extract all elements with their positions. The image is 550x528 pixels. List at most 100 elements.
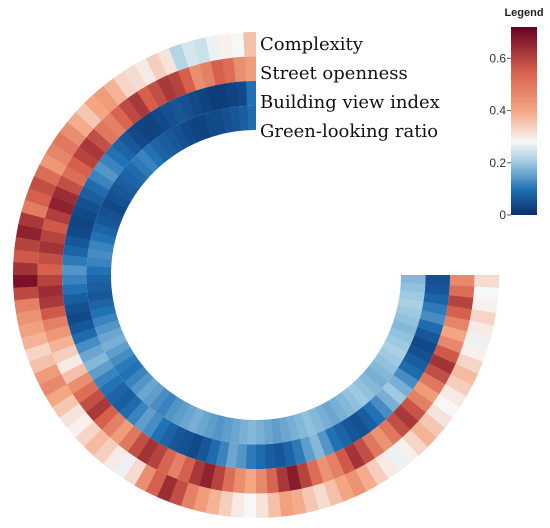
heatmap-cell-green-looking-ratio-23	[94, 214, 121, 231]
heatmap-cell-street-openness-73	[378, 418, 403, 445]
heatmap-cell-complexity-51	[145, 469, 168, 498]
heatmap-cell-street-openness-58	[233, 467, 247, 494]
heatmap-cell-street-openness-45	[101, 412, 127, 439]
heatmap-cell-street-openness-86	[445, 304, 472, 321]
heatmap-cell-building-view-index-10	[149, 106, 172, 134]
legend-tick-label: 0.6	[489, 51, 506, 65]
heatmap-cell-green-looking-ratio-66	[300, 410, 318, 437]
heatmap-cell-complexity-70	[365, 457, 390, 486]
heatmap-cell-green-looking-ratio-10	[163, 128, 184, 154]
heatmap-cell-building-view-index-57	[225, 442, 240, 469]
heatmap-cell-street-openness-60	[256, 468, 269, 494]
heatmap-cell-street-openness-48	[127, 431, 152, 459]
heatmap-cell-complexity-36	[24, 342, 53, 364]
heatmap-cell-street-openness-18	[72, 146, 100, 171]
heatmap-cell-complexity-65	[312, 482, 333, 510]
heatmap-cell-building-view-index-70	[340, 416, 363, 444]
heatmap-cell-building-view-index-69	[332, 421, 354, 448]
legend-tick-label: 0	[499, 208, 506, 222]
heatmap-cell-building-view-index-88	[424, 283, 450, 296]
heatmap-cell-street-openness-0	[243, 56, 256, 82]
heatmap-cell-green-looking-ratio-31	[86, 282, 112, 294]
heatmap-cell-complexity-21	[33, 164, 62, 187]
legend-color-bar	[511, 27, 537, 215]
heatmap-cell-building-view-index-51	[167, 426, 188, 453]
heatmap-cell-street-openness-53	[177, 456, 197, 484]
heatmap-cell-building-view-index-16	[104, 145, 131, 169]
heatmap-cell-complexity-88	[473, 285, 499, 301]
heatmap-cell-complexity-58	[230, 492, 246, 518]
heatmap-cell-green-looking-ratio-85	[396, 304, 422, 319]
heatmap-cell-street-openness-72	[370, 425, 395, 452]
heatmap-cell-street-openness-42	[79, 389, 106, 414]
heatmap-cell-building-view-index-82	[410, 335, 438, 354]
heatmap-cell-complexity-20	[39, 153, 67, 177]
heatmap-rings	[12, 31, 500, 519]
heatmap-cell-street-openness-66	[315, 455, 336, 483]
heatmap-cell-complexity-81	[450, 363, 479, 386]
heatmap-cell-building-view-index-39	[83, 351, 110, 373]
heatmap-cell-green-looking-ratio-64	[286, 414, 301, 441]
heatmap-cell-green-looking-ratio-87	[399, 289, 425, 302]
legend-title: Legend	[504, 7, 543, 19]
heatmap-cell-green-looking-ratio-78	[373, 353, 399, 375]
heatmap-cell-building-view-index-54	[196, 436, 213, 463]
heatmap-cell-building-view-index-29	[61, 264, 87, 276]
heatmap-cell-complexity-60	[256, 493, 270, 518]
heatmap-cell-building-view-index-28	[62, 254, 88, 267]
heatmap-cell-building-view-index-68	[324, 425, 345, 453]
heatmap-cell-green-looking-ratio-75	[358, 371, 383, 395]
heatmap-cell-complexity-0	[242, 31, 256, 57]
heatmap-cell-street-openness-88	[448, 284, 475, 298]
heatmap-cell-building-view-index-24	[68, 215, 95, 232]
heatmap-cell-green-looking-ratio-51	[179, 404, 198, 431]
heatmap-cell-street-openness-78	[412, 379, 440, 404]
heatmap-cell-building-view-index-21	[78, 186, 105, 207]
heatmap-cell-street-openness-20	[60, 165, 88, 188]
heatmap-cell-complexity-44	[75, 421, 103, 448]
heatmap-cell-complexity-10	[122, 64, 147, 93]
heatmap-cell-green-looking-ratio-61	[263, 419, 275, 445]
heatmap-cell-green-looking-ratio-70	[328, 396, 349, 422]
heatmap-cell-complexity-57	[217, 490, 235, 517]
heatmap-cell-building-view-index-80	[402, 351, 430, 372]
heatmap-cell-complexity-29	[12, 262, 38, 277]
heatmap-cell-green-looking-ratio-58	[238, 419, 250, 445]
heatmap-cell-building-view-index-33	[64, 301, 91, 317]
heatmap-cell-building-view-index-30	[62, 275, 87, 286]
heatmap-cell-street-openness-69	[344, 442, 367, 470]
heatmap-cell-complexity-8	[144, 53, 168, 81]
heatmap-cell-green-looking-ratio-28	[86, 257, 112, 269]
legend-tick-label: 0.2	[489, 156, 506, 170]
heatmap-cell-green-looking-ratio-55	[212, 415, 227, 441]
heatmap-cell-building-view-index-15	[111, 137, 137, 163]
heatmap-cell-complexity-12	[102, 78, 128, 106]
heatmap-cell-complexity-30	[13, 275, 38, 289]
heatmap-cell-complexity-71	[375, 451, 400, 479]
heatmap-cell-complexity-47	[103, 444, 129, 473]
heatmap-cell-green-looking-ratio-20	[104, 190, 131, 210]
heatmap-cell-street-openness-76	[400, 396, 427, 422]
heatmap-cell-green-looking-ratio-77	[368, 359, 394, 382]
heatmap-cell-building-view-index-65	[299, 435, 317, 463]
heatmap-cell-building-view-index-81	[407, 343, 434, 364]
heatmap-cell-complexity-75	[410, 420, 438, 447]
heatmap-cell-street-openness-75	[393, 404, 420, 430]
heatmap-cell-complexity-32	[14, 297, 41, 315]
heatmap-cell-complexity-7	[156, 48, 178, 76]
heatmap-cell-green-looking-ratio-0	[246, 105, 256, 131]
heatmap-cell-green-looking-ratio-33	[88, 297, 115, 311]
heatmap-cell-building-view-index-49	[150, 417, 172, 444]
heatmap-cell-green-looking-ratio-88	[400, 281, 426, 293]
heatmap-cell-building-view-index-7	[176, 93, 196, 121]
heatmap-cell-building-view-index-36	[71, 327, 99, 346]
heatmap-cell-complexity-19	[45, 142, 73, 167]
heatmap-cell-green-looking-ratio-52	[187, 407, 205, 434]
heatmap-cell-complexity-28	[13, 249, 39, 265]
heatmap-cell-street-openness-65	[306, 459, 325, 487]
heatmap-cell-building-view-index-37	[74, 335, 102, 355]
heatmap-cell-complexity-78	[432, 393, 461, 418]
heatmap-cell-street-openness-5	[187, 63, 206, 91]
heatmap-cell-building-view-index-52	[177, 429, 196, 457]
